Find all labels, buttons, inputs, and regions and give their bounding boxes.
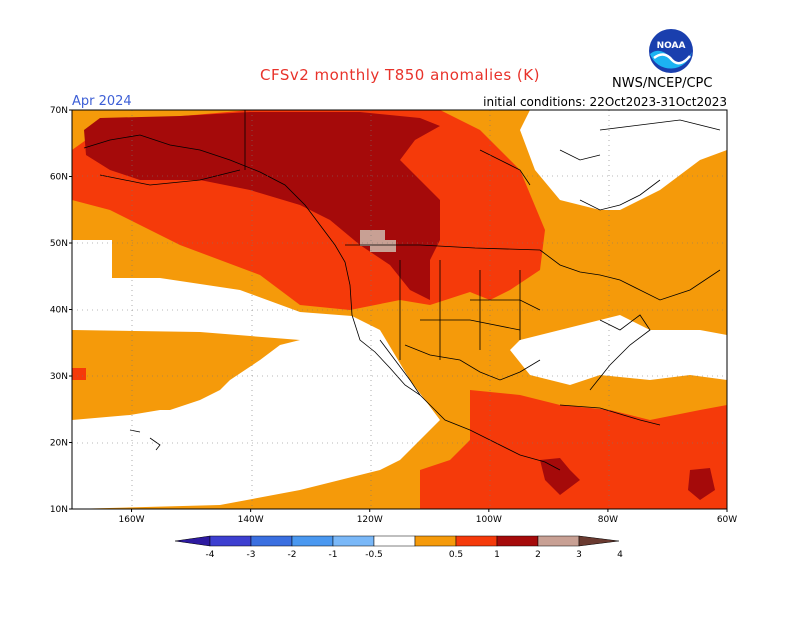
colorbar-label: 4 — [617, 550, 623, 560]
colorbar: -4 -3 -2 -1 -0.5 0.5 1 2 3 4 — [174, 535, 623, 560]
lon-tick-label: 60W — [717, 515, 737, 525]
map-title: CFSv2 monthly T850 anomalies (K) — [260, 66, 540, 84]
lon-tick-label: 100W — [476, 515, 502, 525]
colorbar-arrow-high — [578, 535, 620, 547]
grid — [72, 110, 727, 509]
svg-text:NOAA: NOAA — [657, 41, 686, 51]
colorbar-label: -4 — [206, 550, 215, 560]
colorbar-segment — [496, 535, 539, 547]
colorbar-segment — [250, 535, 293, 547]
colorbar-segment — [373, 535, 416, 547]
initial-conditions: initial conditions: 22Oct2023-31Oct2023 — [483, 95, 727, 109]
colorbar-label: 2 — [535, 550, 541, 560]
colorbar-arrow-low — [174, 535, 211, 547]
forecast-period: Apr 2024 — [72, 94, 132, 109]
colorbar-label: -2 — [288, 550, 297, 560]
noaa-logo-icon: NOAA — [649, 29, 693, 73]
colorbar-label: -0.5 — [365, 550, 383, 560]
lat-tick-label: 30N — [50, 372, 68, 382]
lat-tick-label: 60N — [50, 173, 68, 183]
coastlines — [83, 110, 721, 471]
colorbar-segment — [209, 535, 252, 547]
anomaly-band-2-3 — [84, 112, 440, 300]
colorbar-label: 0.5 — [449, 550, 463, 560]
neutral-area-east — [510, 315, 727, 385]
agency-label: NWS/NCEP/CPC — [612, 76, 713, 91]
lat-tick-label: 20N — [50, 439, 68, 449]
colorbar-label: -1 — [329, 550, 338, 560]
neutral-area-pacific — [72, 240, 440, 509]
colorbar-segment — [537, 535, 580, 547]
lat-tick-label: 10N — [50, 505, 68, 515]
colorbar-segment — [455, 535, 498, 547]
lat-tick-label: 40N — [50, 306, 68, 316]
colorbar-segment — [291, 535, 334, 547]
colorbar-label: 1 — [494, 550, 500, 560]
lon-tick-label: 160W — [119, 515, 145, 525]
lat-tick-label: 50N — [50, 239, 68, 249]
colorbar-label: -3 — [247, 550, 256, 560]
axis-ticks: 70N 60N 50N 40N 30N 20N 10N 160W 140W 120W 100W 80W… — [50, 106, 737, 525]
colorbar-segment — [414, 535, 457, 547]
lon-tick-label: 140W — [238, 515, 264, 525]
colorbar-segment — [332, 535, 375, 547]
lon-tick-label: 80W — [598, 515, 618, 525]
colorbar-label: 3 — [576, 550, 582, 560]
lat-tick-label: 70N — [50, 106, 68, 116]
lon-tick-label: 120W — [357, 515, 383, 525]
neutral-area-north — [520, 110, 727, 210]
anomaly-band-3-4 — [360, 230, 396, 252]
